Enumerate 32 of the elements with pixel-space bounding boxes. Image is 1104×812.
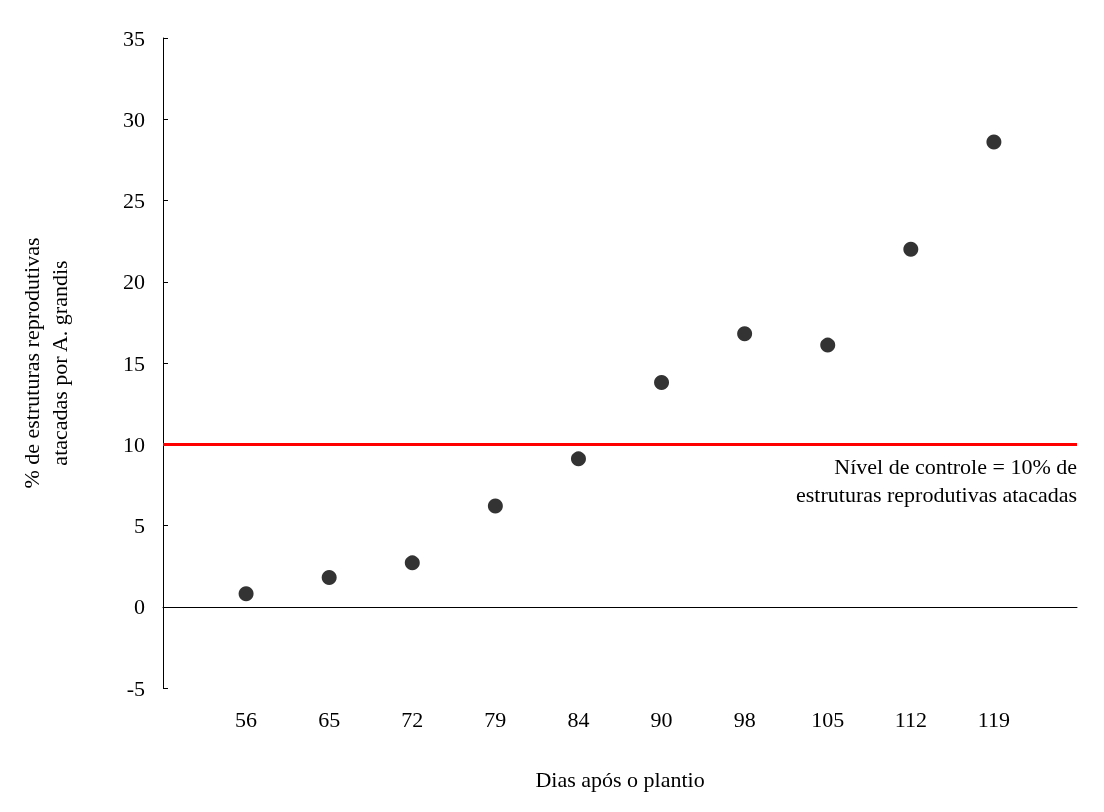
point: [570, 451, 586, 467]
x-tick-label: 119: [977, 706, 1010, 732]
x-tick-label: 79: [484, 706, 507, 732]
point: [404, 555, 420, 571]
y-tick-label: 25: [123, 188, 145, 213]
y-tick-label: 0: [134, 594, 145, 620]
point: [654, 375, 670, 390]
y-tick-label: 10: [123, 431, 145, 457]
y-tick-label: 5: [134, 513, 145, 538]
point: [903, 241, 919, 257]
y-axis-title: % de estruturas reprodutivas atacadas por A. grandis: [18, 237, 72, 489]
y-tick-label: -5: [126, 675, 145, 701]
y-tick-label: 35: [123, 25, 145, 51]
x-tick-label: 56: [235, 706, 258, 732]
y-tick-label: 20: [123, 269, 145, 295]
x-tick-label: 72: [401, 706, 424, 732]
x-tick-label: 65: [318, 706, 341, 732]
y-tick-label: 30: [123, 106, 145, 132]
ref-line-label: Nível de controle = 10% de estruturas reprodutivas atacadas: [796, 453, 1077, 507]
point: [487, 498, 503, 514]
point: [238, 586, 254, 602]
x-tick-label: 105: [811, 706, 845, 732]
point: [820, 337, 836, 353]
x-tick-label: 84: [567, 706, 590, 732]
x-tick-label: 98: [733, 706, 756, 732]
x-tick-label: 112: [894, 706, 927, 732]
y-tick-label: 15: [123, 350, 145, 376]
x-axis-title: Dias após o plantio: [535, 766, 705, 792]
point: [321, 570, 337, 585]
point: [986, 134, 1002, 150]
x-tick-label: 90: [650, 706, 673, 732]
point: [737, 326, 753, 342]
